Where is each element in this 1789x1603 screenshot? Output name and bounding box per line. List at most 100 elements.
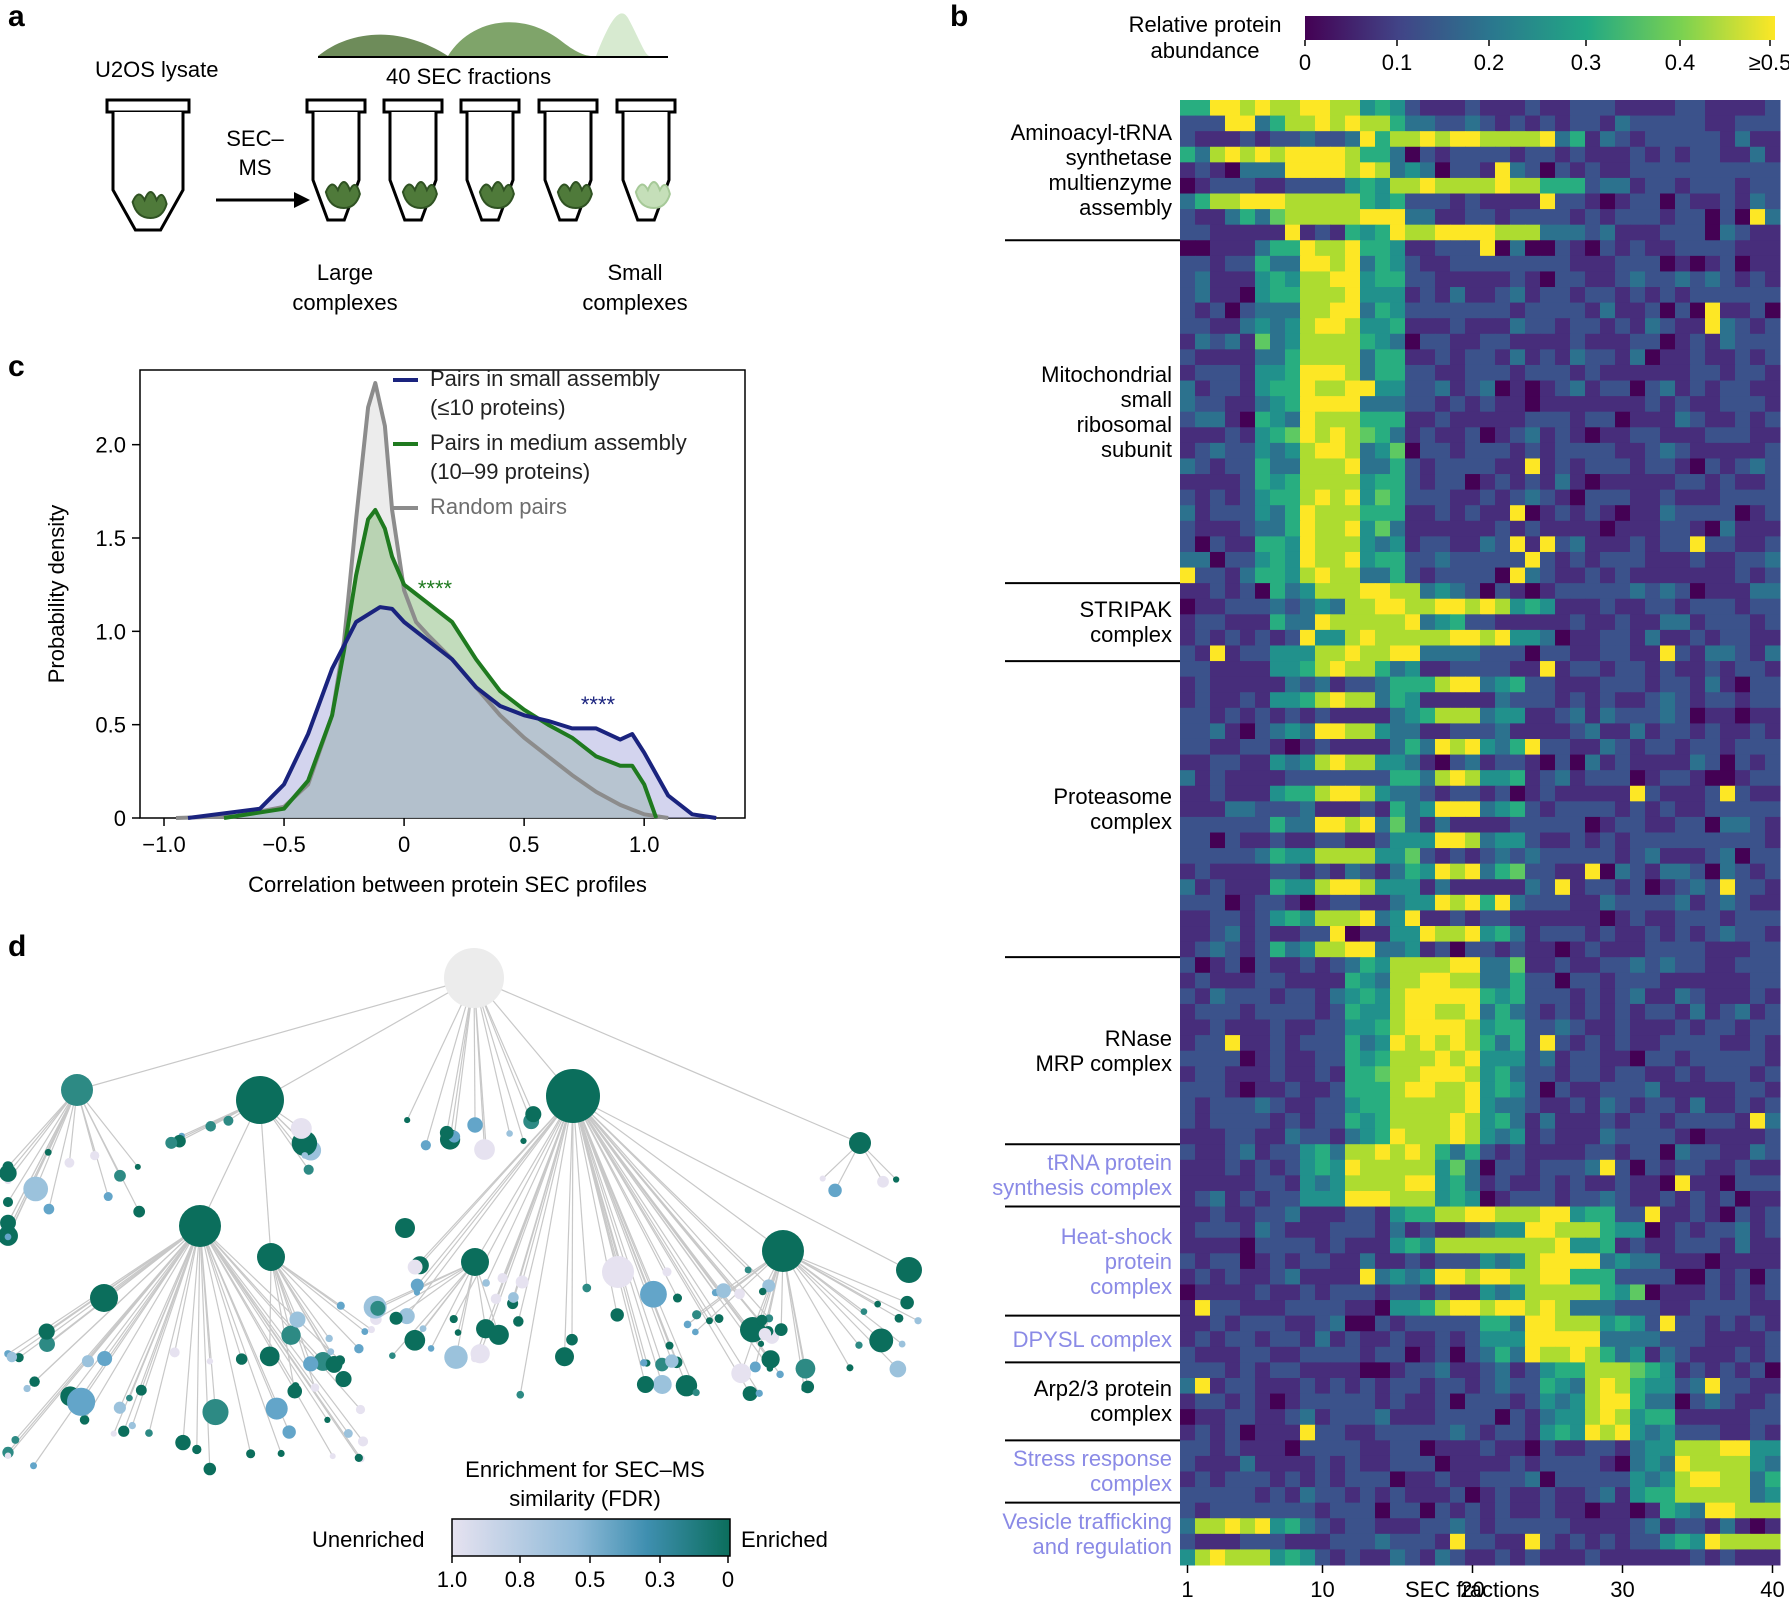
heatmap-cell	[1765, 1424, 1781, 1441]
heatmap-cell	[1690, 614, 1706, 631]
network-node	[513, 1316, 524, 1327]
heatmap-cell	[1375, 614, 1391, 631]
heatmap-cell	[1570, 1206, 1586, 1223]
heatmap-cell	[1510, 1533, 1526, 1550]
heatmap-cell	[1330, 1035, 1346, 1052]
heatmap-cell	[1450, 957, 1466, 974]
edge	[473, 977, 861, 1144]
heatmap-cell	[1495, 427, 1511, 444]
heatmap-cell	[1660, 240, 1676, 257]
heatmap-cell	[1720, 1362, 1736, 1379]
heatmap-cell	[1645, 1003, 1661, 1021]
heatmap-cell	[1570, 988, 1586, 1005]
heatmap-cell	[1375, 879, 1391, 896]
heatmap-cell	[1405, 770, 1421, 787]
heatmap-cell	[1690, 1097, 1706, 1114]
heatmap-cell	[1495, 567, 1511, 584]
heatmap-cell	[1345, 770, 1361, 787]
heatmap-cell	[1510, 848, 1526, 865]
heatmap-cell	[1285, 1284, 1301, 1301]
heatmap-cell	[1225, 614, 1241, 631]
heatmap-cell	[1480, 458, 1496, 475]
heatmap-cell	[1270, 661, 1286, 678]
heatmap-cell	[1420, 427, 1436, 444]
heatmap-cell	[1450, 505, 1466, 522]
heatmap-cell	[1525, 1019, 1541, 1036]
edge	[377, 1261, 476, 1309]
heatmap-cell	[1240, 723, 1256, 740]
heatmap-cell	[1405, 287, 1421, 304]
heatmap-cell	[1360, 1268, 1376, 1285]
heatmap-cell	[1195, 832, 1211, 849]
heatmap-cell	[1270, 1222, 1286, 1239]
heatmap-cell	[1495, 707, 1511, 724]
heatmap-cell	[1495, 162, 1511, 179]
heatmap-cell	[1375, 910, 1391, 927]
heatmap-cell	[1600, 474, 1616, 491]
heatmap-cell	[1405, 707, 1421, 724]
heatmap-cell	[1735, 1268, 1751, 1285]
heatmap-cell	[1240, 333, 1256, 350]
heatmap-cell	[1495, 318, 1511, 335]
heatmap-cell	[1240, 879, 1256, 896]
heatmap-cell	[1660, 848, 1676, 865]
heatmap-cell	[1585, 551, 1601, 569]
heatmap-cell	[1585, 131, 1601, 148]
heatmap-cell	[1240, 692, 1256, 709]
heatmap-cell	[1375, 1097, 1391, 1114]
heatmap-cell	[1480, 536, 1496, 553]
heatmap-cell	[1675, 645, 1691, 662]
x-tick-label: −0.5	[262, 832, 305, 857]
heatmap-cell	[1405, 1455, 1421, 1472]
heatmap-cell	[1615, 785, 1631, 802]
heatmap-cell	[1720, 1268, 1736, 1285]
heatmap-cell	[1615, 1533, 1631, 1550]
edge	[406, 1095, 574, 1317]
heatmap-cell	[1300, 458, 1316, 475]
heatmap-cell	[1570, 520, 1586, 537]
heatmap-cell	[1435, 131, 1451, 148]
heatmap-cell	[1435, 645, 1451, 662]
heatmap-cell	[1705, 224, 1721, 241]
heatmap-cell	[1360, 1175, 1376, 1192]
heatmap-cell	[1615, 302, 1631, 319]
heatmap-cell	[1345, 1487, 1361, 1504]
heatmap-cell	[1735, 442, 1751, 459]
heatmap-cell	[1405, 115, 1421, 132]
heatmap-cell	[1375, 1455, 1391, 1472]
heatmap-cell	[1675, 1300, 1691, 1317]
heatmap-cell	[1405, 411, 1421, 428]
heatmap-cell	[1405, 1175, 1421, 1192]
heatmap-cell	[1465, 240, 1481, 257]
heatmap-cell	[1345, 1097, 1361, 1114]
heatmap-cell	[1765, 458, 1781, 475]
heatmap-cell	[1510, 100, 1526, 117]
heatmap-cell	[1255, 193, 1271, 210]
heatmap-cell	[1540, 926, 1556, 943]
heatmap-cell	[1195, 816, 1211, 833]
heatmap-cell	[1690, 926, 1706, 943]
fdr-tick-label: 0.3	[645, 1567, 676, 1592]
heatmap-cell	[1195, 1190, 1211, 1208]
heatmap-cell	[1465, 1035, 1481, 1052]
heatmap-cell	[1450, 785, 1466, 802]
heatmap-cell	[1735, 676, 1751, 693]
heatmap-cell	[1765, 1362, 1781, 1379]
network-node	[389, 1311, 403, 1325]
heatmap-cell	[1360, 1081, 1376, 1098]
heatmap-cell	[1690, 364, 1706, 382]
heatmap-cell	[1270, 1128, 1286, 1145]
heatmap-cell	[1285, 957, 1301, 974]
heatmap-cell	[1345, 1502, 1361, 1519]
heatmap-cell	[1345, 427, 1361, 444]
heatmap-cell	[1360, 1424, 1376, 1441]
heatmap-cell	[1495, 1377, 1511, 1395]
heatmap-cell	[1405, 1237, 1421, 1254]
heatmap-cell	[1285, 1455, 1301, 1472]
heatmap-cell	[1495, 832, 1511, 849]
heatmap-cell	[1240, 1331, 1256, 1348]
lysate-label: U2OS lysate	[95, 57, 219, 82]
heatmap-cell	[1750, 1409, 1766, 1426]
heatmap-cell	[1330, 738, 1346, 756]
heatmap-cell	[1480, 972, 1496, 989]
